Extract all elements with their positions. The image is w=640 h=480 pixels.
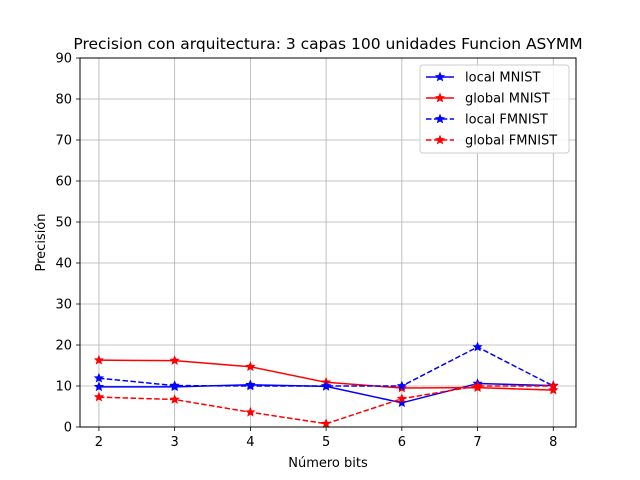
series-3: [93, 380, 559, 429]
chart-title: Precision con arquitectura: 3 capas 100 …: [73, 35, 582, 53]
legend-marker: [434, 113, 446, 124]
y-tick-label: 20: [55, 339, 72, 354]
data-point: [93, 391, 105, 402]
y-tick-label: 70: [55, 134, 72, 149]
legend-marker: [434, 134, 446, 145]
y-axis-label: Precisión: [34, 213, 49, 271]
data-point: [396, 397, 407, 408]
data-point: [245, 406, 256, 417]
data-point: [93, 381, 105, 392]
x-tick-label: 4: [246, 435, 254, 450]
data-point: [169, 355, 180, 365]
legend: local MNIST global MNIST local FMNIST globa…: [419, 64, 570, 154]
y-tick-label: 90: [55, 52, 72, 67]
data-point: [472, 341, 483, 352]
data-point: [93, 354, 105, 365]
legend-item: global FMNIST: [426, 134, 557, 149]
x-tick-label: 6: [398, 435, 406, 450]
y-tick-label: 10: [55, 380, 72, 395]
x-tick-label: 3: [171, 435, 179, 450]
x-tick-label: 7: [473, 435, 481, 450]
legend-label: global FMNIST: [465, 134, 557, 149]
data-point: [320, 418, 332, 429]
x-tick-label: 5: [322, 435, 330, 450]
legend-marker: [434, 71, 446, 82]
legend-box: [419, 64, 570, 154]
data-series: [93, 341, 559, 429]
plot-frame: [79, 57, 577, 428]
legend-item: local FMNIST: [426, 113, 548, 128]
y-tick-label: 30: [55, 298, 72, 313]
legend-item: global MNIST: [426, 92, 550, 107]
data-point: [396, 393, 407, 404]
data-point: [93, 372, 105, 383]
legend-label: local MNIST: [465, 71, 540, 86]
y-tick-label: 50: [55, 216, 72, 231]
x-axis-label: Número bits: [288, 456, 368, 471]
y-tick-label: 60: [55, 175, 72, 190]
legend-label: global MNIST: [465, 92, 550, 107]
data-point: [396, 380, 407, 391]
data-point: [320, 380, 332, 391]
x-tick-label: 2: [95, 435, 103, 450]
data-point: [548, 380, 559, 391]
y-tick-label: 40: [55, 257, 72, 272]
x-tick-label: 8: [549, 435, 557, 450]
y-tick-label: 0: [64, 421, 72, 436]
data-point: [472, 380, 483, 391]
data-point: [169, 394, 180, 404]
legend-label: local FMNIST: [465, 113, 548, 128]
y-tick-label: 80: [55, 93, 72, 108]
legend-item: local MNIST: [426, 71, 540, 86]
legend-marker: [434, 92, 446, 103]
data-point: [245, 361, 256, 372]
data-point: [169, 380, 180, 390]
data-point: [245, 380, 256, 391]
data-point: [548, 384, 559, 395]
